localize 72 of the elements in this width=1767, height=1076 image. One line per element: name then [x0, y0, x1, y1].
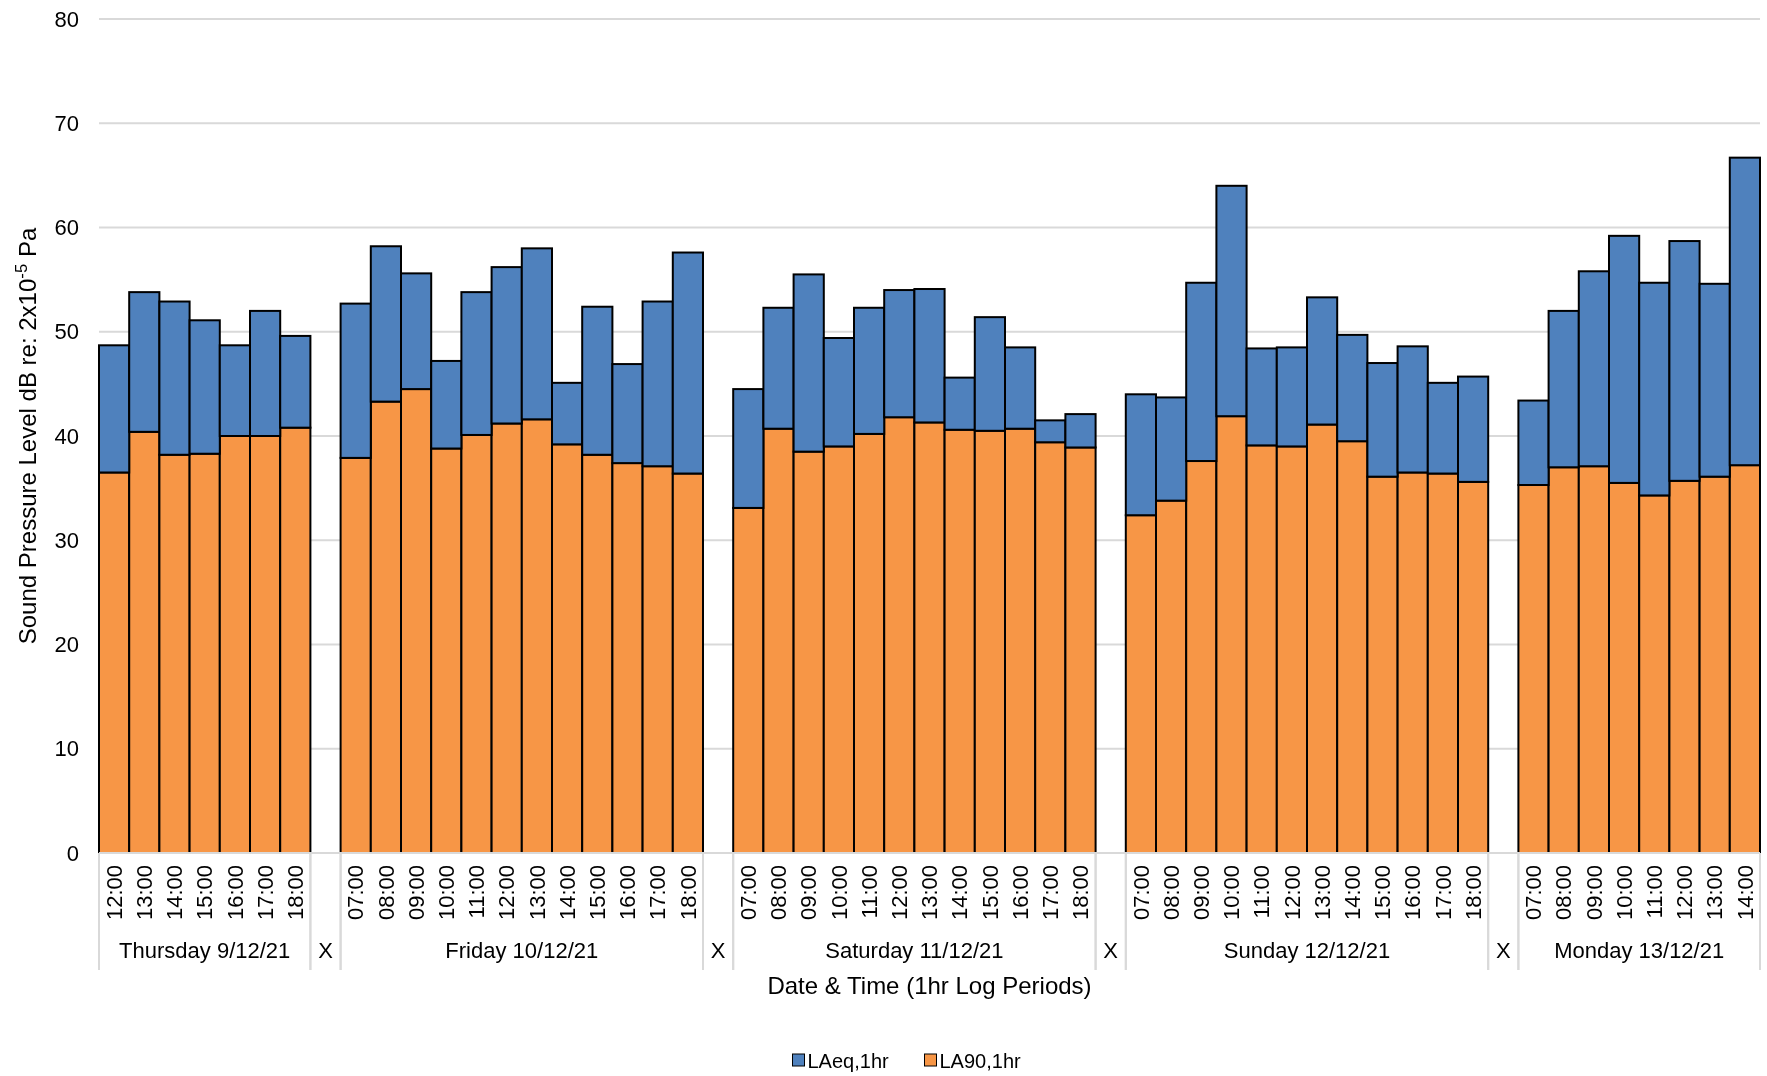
x-tick-label: 09:00 — [403, 865, 429, 921]
x-tick-label: 18:00 — [283, 865, 308, 921]
x-tick-label: 18:00 — [675, 865, 701, 921]
x-tick-label: 12:00 — [1672, 865, 1698, 921]
text: X — [1103, 938, 1119, 963]
x-tick-label: 10:00 — [1611, 865, 1637, 921]
x-tick-label: 08:00 — [373, 865, 399, 921]
text: X — [710, 938, 726, 963]
x-tick-label: 09:00 — [1581, 865, 1607, 921]
text: Thursday 9/12/21 — [119, 938, 291, 963]
y-tick-label: 30 — [54, 527, 79, 553]
x-tick-label: 07:00 — [1128, 865, 1154, 921]
x-tick-label: 13:00 — [524, 865, 550, 921]
y-tick-label: 40 — [54, 423, 79, 449]
y-tick-label: 80 — [54, 6, 79, 32]
x-tick-label: 11:00 — [1642, 865, 1667, 919]
x-tick-label: 09:00 — [1189, 865, 1214, 921]
x-tick-label: 14:00 — [947, 865, 973, 921]
x-tick-label: 14:00 — [554, 865, 580, 921]
y-tick-label: 0 — [66, 840, 79, 866]
x-tick-label: 14:00 — [1340, 865, 1365, 921]
x-tick-label: 18:00 — [1068, 865, 1094, 921]
x-tick-label: 14:00 — [1732, 865, 1758, 921]
x-tick-label: 13:00 — [1309, 865, 1335, 921]
x-tick-label: 12:00 — [101, 865, 127, 921]
x-tick-label: 16:00 — [222, 865, 248, 921]
x-tick-label: 11:00 — [1249, 865, 1275, 919]
x-tick-label: 10:00 — [826, 865, 852, 921]
x-tick-label: 10:00 — [434, 865, 459, 921]
x-tick-label: 15:00 — [192, 865, 218, 921]
x-tick-label: 10:00 — [1219, 865, 1245, 921]
x-tick-label: 15:00 — [977, 865, 1003, 921]
x-tick-label: 16:00 — [1007, 865, 1033, 921]
y-tick-label: 60 — [54, 215, 79, 241]
x-tick-label: 12:00 — [1279, 865, 1305, 921]
x-tick-label: 07:00 — [736, 865, 761, 921]
x-tick-label: 08:00 — [766, 865, 792, 921]
x-tick-label: 18:00 — [1460, 865, 1486, 921]
x-tick-label: 07:00 — [1521, 865, 1547, 921]
x-tick-label: 17:00 — [252, 865, 278, 921]
text: Monday 13/12/21 — [1554, 938, 1725, 963]
x-tick-label: 13:00 — [132, 865, 157, 921]
x-tick-label: 12:00 — [887, 865, 912, 921]
x-tick-label: 12:00 — [494, 865, 520, 921]
x-tick-label: 15:00 — [1370, 865, 1396, 921]
text: Sunday 12/12/21 — [1223, 938, 1391, 963]
x-tick-label: 16:00 — [615, 865, 641, 921]
x-tick-label: 13:00 — [917, 865, 943, 921]
y-tick-label: 70 — [54, 110, 79, 136]
y-tick-label: 10 — [54, 736, 79, 762]
x-tick-label: 08:00 — [1158, 865, 1184, 921]
y-tick-label: 50 — [54, 319, 79, 345]
text: X — [1495, 938, 1511, 963]
x-tick-label: 07:00 — [343, 865, 369, 921]
x-tick-label: 17:00 — [1430, 865, 1456, 921]
y-tick-label: 20 — [54, 632, 79, 658]
x-tick-label: 08:00 — [1551, 865, 1577, 921]
x-tick-label: 17:00 — [645, 865, 671, 921]
legend-label: LA90,1hr — [939, 1050, 1022, 1072]
legend-label: LAeq,1hr — [807, 1050, 890, 1072]
x-tick-label: 14:00 — [162, 865, 188, 921]
text: X — [318, 938, 334, 963]
x-tick-label: 13:00 — [1702, 865, 1728, 921]
x-tick-label: 11:00 — [856, 865, 882, 919]
text: Saturday 11/12/21 — [825, 938, 1004, 963]
x-axis-title: Date & Time (1hr Log Periods) — [767, 972, 1092, 999]
x-tick-label: 16:00 — [1400, 865, 1426, 921]
x-tick-label: 15:00 — [585, 865, 610, 921]
x-tick-label: 11:00 — [464, 865, 490, 919]
x-tick-label: 09:00 — [796, 865, 822, 921]
text: Friday 10/12/21 — [445, 938, 599, 963]
x-tick-label: 17:00 — [1038, 865, 1063, 921]
